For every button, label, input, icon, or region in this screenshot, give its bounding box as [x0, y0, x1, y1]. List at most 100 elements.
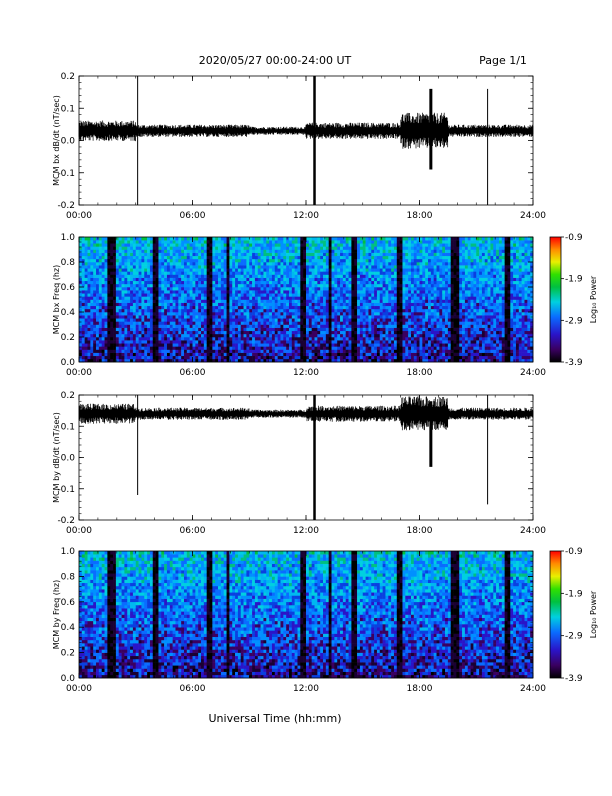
spectro-cell [368, 284, 371, 287]
spectro-cell [371, 325, 374, 328]
spectro-cell [167, 346, 170, 349]
spectro-cell [136, 271, 139, 274]
spectro-cell [374, 309, 377, 312]
spectro-cell [167, 325, 170, 328]
spectro-cell [201, 321, 204, 324]
spectro-cell [349, 334, 352, 337]
spectro-cell [351, 262, 354, 265]
spectro-cell [190, 278, 193, 281]
spectro-cell [133, 321, 136, 324]
spectro-cell [105, 256, 108, 259]
spectro-cell [156, 281, 159, 284]
spectro-cell [334, 309, 337, 312]
spectro-cell [295, 290, 298, 293]
spectro-cell [229, 246, 232, 249]
spectro-cell [420, 256, 423, 259]
spectro-cell [204, 318, 207, 321]
spectro-cell [244, 343, 247, 346]
spectro-cell [110, 265, 113, 268]
spectro-cell [173, 284, 176, 287]
spectro-cell [383, 343, 386, 346]
spectro-cell [93, 340, 96, 343]
spectro-cell [207, 265, 210, 268]
spectro-cell [164, 306, 167, 309]
spectro-cell [363, 296, 366, 299]
spectro-cell [218, 265, 221, 268]
spectro-cell [258, 303, 261, 306]
spectro-cell [136, 293, 139, 296]
spectro-cell [201, 315, 204, 318]
spectro-cell [167, 287, 170, 290]
spectro-cell [400, 353, 403, 356]
spectro-cell [346, 334, 349, 337]
spectro-cell [334, 275, 337, 278]
spectro-cell [255, 271, 258, 274]
spectro-cell [263, 259, 266, 262]
spectro-cell [417, 296, 420, 299]
spectro-cell [334, 303, 337, 306]
spectro-cell [124, 328, 127, 331]
spectro-cell [184, 281, 187, 284]
spectro-cell [212, 306, 215, 309]
spectro-cell [306, 334, 309, 337]
spectro-cell [127, 275, 130, 278]
spectro-cell [224, 253, 227, 256]
spectro-cell [252, 290, 255, 293]
spectro-cell [204, 343, 207, 346]
spectro-cell [130, 343, 133, 346]
spectro-cell [269, 303, 272, 306]
spectro-cell [93, 243, 96, 246]
spectro-cell [394, 328, 397, 331]
spectro-cell [241, 321, 244, 324]
spectro-cell [363, 240, 366, 243]
spectro-cell [232, 340, 235, 343]
spectro-cell [272, 265, 275, 268]
spectro-cell [156, 293, 159, 296]
spectro-cell [408, 343, 411, 346]
spectro-cell [300, 271, 303, 274]
spectro-cell [368, 246, 371, 249]
spectro-cell [93, 284, 96, 287]
spectro-cell [363, 328, 366, 331]
spectro-cell [377, 243, 380, 246]
spectro-cell [224, 340, 227, 343]
spectro-cell [405, 262, 408, 265]
spectro-cell [82, 256, 85, 259]
spectro-cell [383, 353, 386, 356]
spectro-cell [320, 265, 323, 268]
spectro-cell [334, 259, 337, 262]
spectro-cell [354, 262, 357, 265]
spectro-cell [397, 246, 400, 249]
spectro-cell [235, 296, 238, 299]
spectro-cell [105, 328, 108, 331]
spectro-cell [85, 300, 88, 303]
spectro-cell [252, 337, 255, 340]
spectro-cell [394, 243, 397, 246]
spectro-cell [184, 353, 187, 356]
spectro-cell [334, 318, 337, 321]
spectro-cell [411, 343, 414, 346]
spectro-cell [82, 303, 85, 306]
spectro-cell [380, 284, 383, 287]
spectro-cell [224, 318, 227, 321]
spectro-cell [96, 334, 99, 337]
spectro-cell [167, 334, 170, 337]
spectro-cell [340, 312, 343, 315]
spectro-cell [280, 293, 283, 296]
spectro-cell [383, 309, 386, 312]
spectro-cell [201, 293, 204, 296]
spectro-cell [139, 296, 142, 299]
spectro-cell [127, 331, 130, 334]
spectro-cell [385, 250, 388, 253]
spectro-cell [204, 353, 207, 356]
spectro-cell [326, 296, 329, 299]
spectro-cell [360, 328, 363, 331]
spectro-cell [317, 340, 320, 343]
spectro-cell [278, 237, 281, 240]
spectro-cell [346, 328, 349, 331]
spectro-cell [167, 350, 170, 353]
spectro-cell [320, 275, 323, 278]
spectro-cell [351, 278, 354, 281]
spectro-cell [377, 325, 380, 328]
spectro-cell [272, 303, 275, 306]
